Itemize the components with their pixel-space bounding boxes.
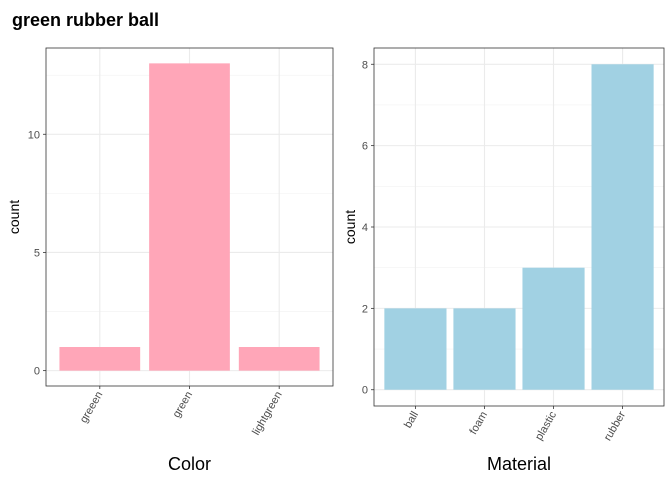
bar-ball (384, 308, 447, 390)
x-tick-label: greeen (78, 390, 106, 426)
y-axis-title: count (342, 210, 358, 244)
x-tick-label: green (171, 390, 195, 420)
y-tick-label: 6 (362, 141, 368, 153)
x-tick-label: rubber (602, 409, 628, 443)
y-tick-label: 2 (362, 303, 368, 315)
x-axis-title: Color (168, 454, 211, 474)
y-tick-label: 8 (362, 59, 368, 71)
chart-panel-2: 0 2 4 6 8 ball foam plastic rubber Material count (342, 47, 665, 474)
bar-rubber (591, 64, 654, 390)
x-tick-label: foam (467, 410, 490, 437)
x-axis-title: Material (487, 454, 551, 474)
bar-green (149, 63, 230, 371)
y-tick-label: 10 (28, 129, 40, 141)
y-tick-label: 0 (362, 385, 368, 397)
y-tick-label: 4 (362, 222, 368, 234)
x-tick-label: ball (402, 410, 421, 431)
y-axis-title: count (6, 200, 22, 234)
bar-lightgreen (238, 347, 320, 371)
y-tick-label: 5 (34, 247, 40, 259)
bar-foam (453, 308, 516, 390)
bar-plastic (522, 267, 585, 390)
figure-title: green rubber ball (12, 10, 160, 30)
x-tick-label: lightgreen (250, 390, 285, 438)
chart-panel-1: 0 5 10 greeen green lightgreen Color count (6, 47, 334, 474)
bar-greeen (59, 347, 141, 371)
y-tick-label: 0 (34, 366, 40, 378)
x-tick-label: plastic (533, 409, 559, 442)
